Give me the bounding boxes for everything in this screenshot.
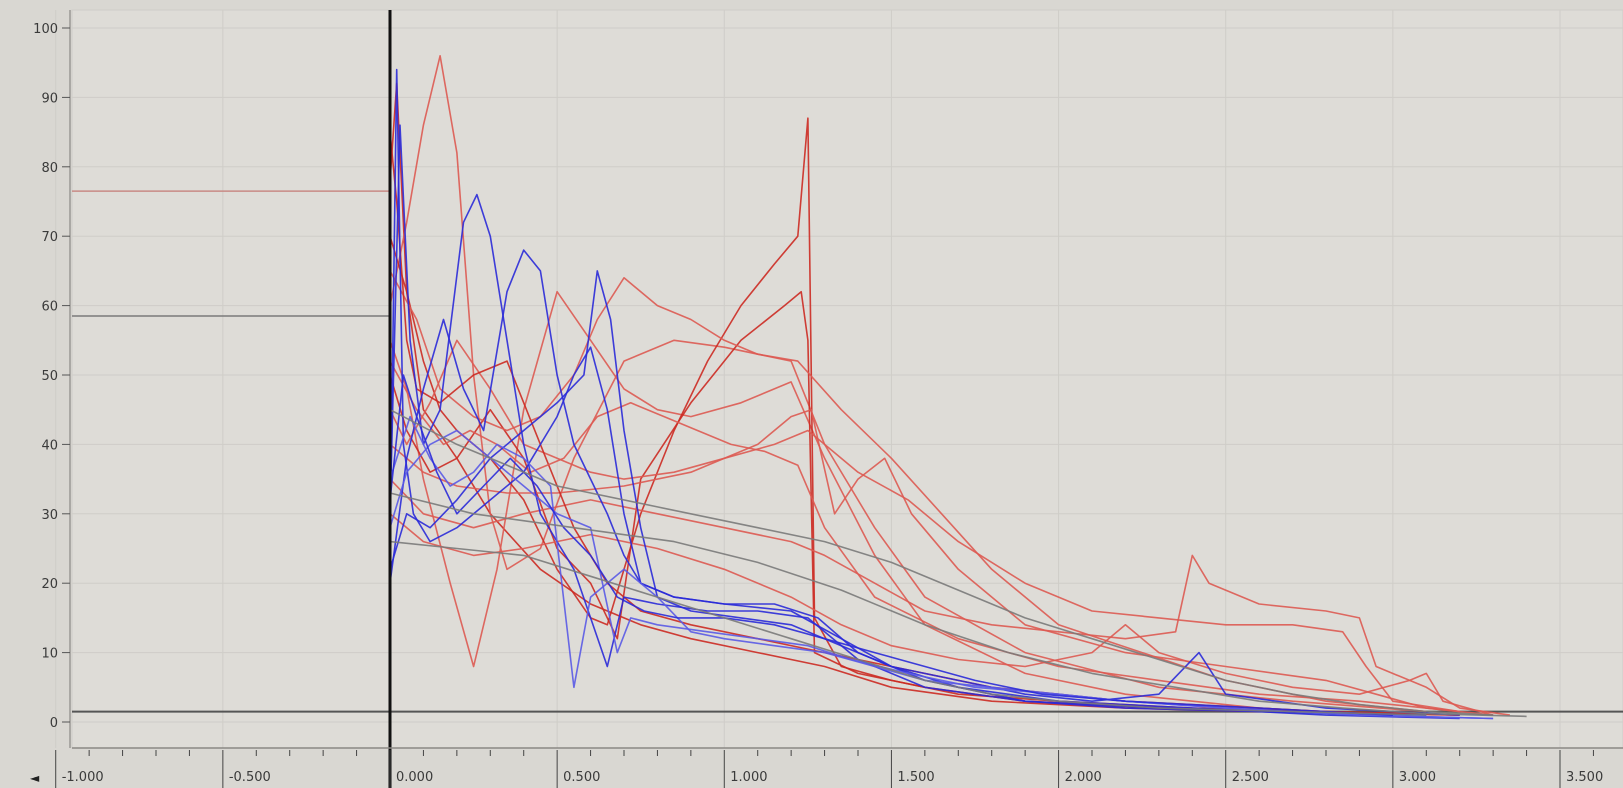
y-tick-label-2: 20 bbox=[41, 577, 58, 592]
x-tick-label-0: -1.000 bbox=[62, 770, 104, 785]
series-line-15 bbox=[389, 270, 1460, 720]
x-tick-label-3: 0.500 bbox=[563, 770, 600, 785]
y-tick-label-7: 70 bbox=[41, 230, 58, 245]
plot-area bbox=[71, 9, 1623, 749]
y-tick-label-6: 60 bbox=[41, 300, 58, 315]
series-line-0 bbox=[389, 82, 1460, 716]
y-tick-label-10: 100 bbox=[33, 22, 58, 37]
series-line-19 bbox=[389, 408, 1494, 716]
scroll-left-arrow-icon[interactable]: ◄ bbox=[30, 771, 40, 785]
x-tick-label-2: 0.000 bbox=[396, 770, 433, 785]
y-tick-label-3: 30 bbox=[41, 508, 58, 523]
x-axis: -1.000 -0.500 0.000 0.500 1.000 1.500 2.000 2.5… bbox=[55, 747, 1623, 788]
series-line-14 bbox=[389, 249, 1460, 716]
y-tick-label-9: 90 bbox=[41, 91, 58, 106]
reference-lines bbox=[72, 190, 1623, 713]
x-tick-label-1: -0.500 bbox=[229, 770, 271, 785]
x-tick-label-9: 3.500 bbox=[1566, 770, 1603, 785]
x-tick-label-5: 1.500 bbox=[897, 770, 934, 785]
series-line-6 bbox=[389, 339, 1460, 713]
y-tick-label-4: 40 bbox=[41, 438, 58, 453]
x-tick-label-8: 3.000 bbox=[1399, 770, 1436, 785]
series-line-11 bbox=[389, 360, 1460, 713]
grid bbox=[55, 10, 1623, 748]
series-line-8 bbox=[389, 478, 1511, 716]
x-tick-label-6: 2.000 bbox=[1065, 770, 1102, 785]
series-line-18 bbox=[389, 374, 1393, 716]
series-line-21 bbox=[389, 492, 1527, 718]
series-line-20 bbox=[389, 540, 1427, 716]
series-line-17 bbox=[389, 415, 1494, 720]
series-line-2 bbox=[389, 290, 1393, 716]
y-axis: 0 10 20 30 40 50 60 70 80 90 100 bbox=[33, 10, 71, 748]
series-line-13 bbox=[389, 124, 1427, 716]
y-tick-label-1: 10 bbox=[41, 647, 58, 662]
x-tick-label-4: 1.000 bbox=[730, 770, 767, 785]
series-lines bbox=[389, 54, 1527, 720]
x-tick-label-7: 2.500 bbox=[1232, 770, 1269, 785]
y-tick-label-8: 80 bbox=[41, 161, 58, 176]
y-tick-label-5: 50 bbox=[41, 369, 58, 384]
y-tick-label-0: 0 bbox=[50, 716, 58, 731]
series-line-1 bbox=[389, 54, 1427, 713]
